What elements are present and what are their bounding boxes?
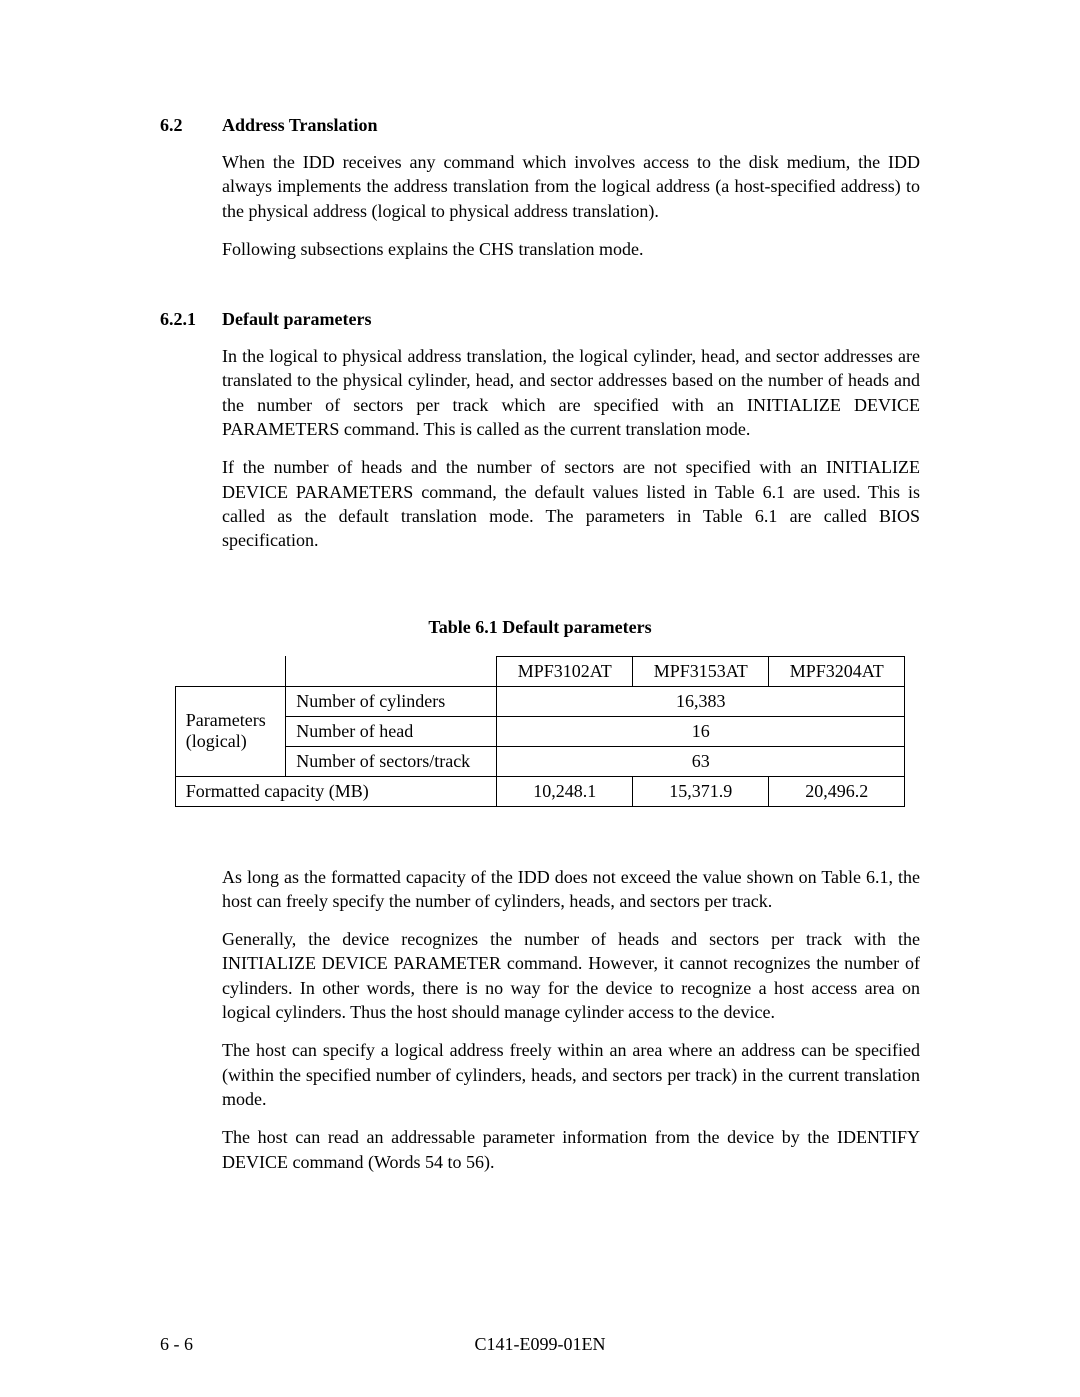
cell-value: 10,248.1 [497, 776, 633, 806]
table-row: MPF3102AT MPF3153AT MPF3204AT [175, 656, 905, 686]
section-number: 6.2 [160, 115, 222, 136]
table-row: Formatted capacity (MB) 10,248.1 15,371.… [175, 776, 905, 806]
col-header: MPF3153AT [633, 656, 769, 686]
heading-6-2: 6.2 Address Translation [160, 115, 920, 136]
paragraph: When the IDD receives any command which … [222, 150, 920, 223]
section-title: Address Translation [222, 115, 378, 136]
paragraph: The host can read an addressable paramet… [222, 1125, 920, 1174]
document-id: C141-E099-01EN [160, 1334, 920, 1355]
heading-6-2-1: 6.2.1 Default parameters [160, 309, 920, 330]
paragraph: If the number of heads and the number of… [222, 455, 920, 552]
cell-label: Number of sectors/track [286, 746, 497, 776]
paragraph: As long as the formatted capacity of the… [222, 865, 920, 914]
section-title: Default parameters [222, 309, 371, 330]
table-caption: Table 6.1 Default parameters [160, 617, 920, 638]
row-group-label: Parameters (logical) [175, 686, 286, 776]
cell-value: 63 [497, 746, 905, 776]
cell-value: 15,371.9 [633, 776, 769, 806]
section-6-2-1-body: In the logical to physical address trans… [222, 344, 920, 552]
after-table-body: As long as the formatted capacity of the… [222, 865, 920, 1174]
paragraph: In the logical to physical address trans… [222, 344, 920, 441]
cell-value: 20,496.2 [769, 776, 905, 806]
cell-value: 16,383 [497, 686, 905, 716]
page: 6.2 Address Translation When the IDD rec… [0, 0, 1080, 1397]
paragraph: Following subsections explains the CHS t… [222, 237, 920, 261]
cell-value: 16 [497, 716, 905, 746]
col-header: MPF3204AT [769, 656, 905, 686]
default-parameters-table: MPF3102AT MPF3153AT MPF3204AT Parameters… [175, 656, 906, 807]
cell-label: Number of head [286, 716, 497, 746]
paragraph: The host can specify a logical address f… [222, 1038, 920, 1111]
col-header: MPF3102AT [497, 656, 633, 686]
table-row: Parameters (logical) Number of cylinders… [175, 686, 905, 716]
section-number: 6.2.1 [160, 309, 222, 330]
section-6-2-body: When the IDD receives any command which … [222, 150, 920, 261]
cell-label: Number of cylinders [286, 686, 497, 716]
paragraph: Generally, the device recognizes the num… [222, 927, 920, 1024]
cell-label: Formatted capacity (MB) [175, 776, 497, 806]
